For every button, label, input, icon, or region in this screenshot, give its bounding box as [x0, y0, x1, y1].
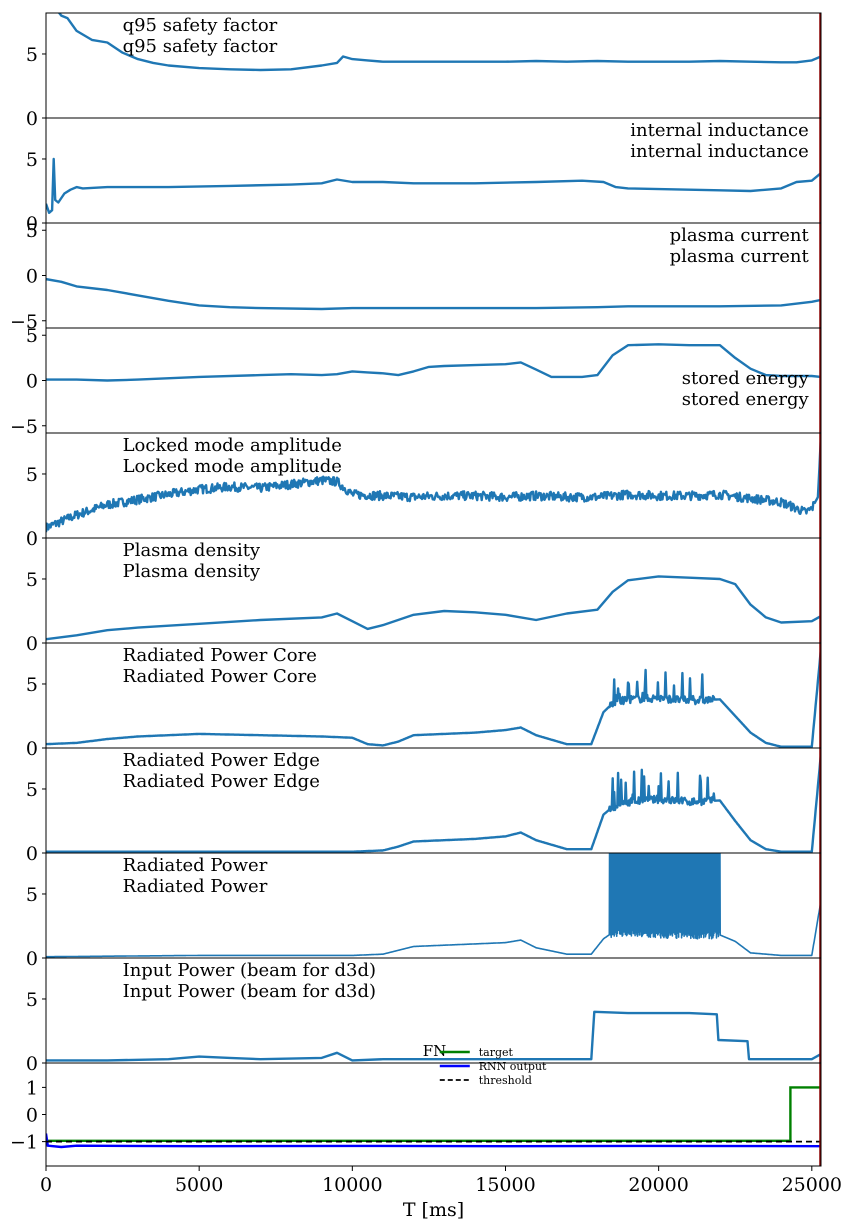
y-tick-label: 0: [26, 633, 38, 655]
y-tick-label: 0: [26, 1105, 38, 1127]
series-line: [46, 752, 821, 853]
panel-label: Radiated Power Edge: [123, 771, 320, 792]
y-tick-label: 5: [26, 779, 38, 801]
series-line: [46, 277, 821, 311]
series-line: [57, 13, 821, 72]
x-tick-label: 15000: [475, 1174, 535, 1196]
y-tick-label: 5: [26, 44, 38, 66]
panel-label: internal inductance: [630, 120, 808, 141]
y-tick-label: 0: [26, 213, 38, 235]
panel-10: 0 5 Input Power (beam for d3d)Input Power …: [26, 957, 822, 1075]
y-tick-label: 1: [26, 1077, 38, 1099]
series-rnn-output: [46, 1133, 821, 1149]
panel-label: Radiated Power: [123, 855, 268, 876]
series-target: [46, 1086, 821, 1142]
series-line: [46, 853, 821, 958]
y-tick-label: 5: [26, 149, 38, 171]
legend-entry: target: [479, 1046, 514, 1059]
panel-label: Plasma density: [123, 540, 261, 561]
series-line: [46, 647, 821, 748]
y-tick-label: 0: [26, 843, 38, 865]
legend-entry: threshold: [479, 1074, 532, 1087]
y-tick-label: −5: [10, 416, 38, 438]
series-line: [46, 343, 821, 382]
panel-label: Input Power (beam for d3d): [123, 981, 376, 1002]
y-tick-label: 5: [26, 989, 38, 1011]
y-tick-label: 0: [26, 1053, 38, 1075]
x-axis: 0 5000 10000 15000 20000 25000 T [ms]: [40, 1166, 842, 1221]
panel-label: q95 safety factor: [123, 36, 278, 57]
panel-label: Radiated Power Core: [123, 666, 317, 687]
x-tick-label: 5000: [175, 1174, 223, 1196]
panel-label: Plasma density: [123, 561, 261, 582]
x-axis-label: T [ms]: [403, 1199, 464, 1221]
panel-label: Input Power (beam for d3d): [123, 960, 376, 981]
x-tick-label: 20000: [628, 1174, 688, 1196]
series-line: [46, 435, 821, 533]
y-tick-label: 0: [26, 738, 38, 760]
y-tick-label: 5: [26, 464, 38, 486]
panel-label: Locked mode amplitude: [123, 456, 342, 477]
panel-label: stored energy: [682, 389, 810, 410]
y-tick-label: 5: [26, 325, 38, 347]
panel-label: Radiated Power Edge: [123, 750, 320, 771]
panel-label: plasma current: [670, 246, 810, 267]
y-tick-label: 0: [26, 948, 38, 970]
y-tick-label: −5: [10, 311, 38, 333]
panel-label: Radiated Power: [123, 876, 268, 897]
legend-entry: RNN output: [479, 1060, 547, 1073]
panel-label: internal inductance: [630, 141, 808, 162]
y-tick-label: 0: [26, 371, 38, 393]
y-tick-label: 5: [26, 220, 38, 242]
panel-frame: [45, 1062, 822, 1167]
series-line: [46, 575, 821, 641]
y-tick-label: 5: [26, 569, 38, 591]
y-tick-label: −1: [10, 1132, 38, 1154]
x-tick-label: 10000: [322, 1174, 382, 1196]
y-tick-label: 0: [26, 266, 38, 288]
series-line: [46, 1010, 821, 1062]
panel-label: stored energy: [682, 368, 810, 389]
panel-label: Radiated Power Core: [123, 645, 317, 666]
panel-label: Locked mode amplitude: [123, 435, 342, 456]
y-tick-label: 5: [26, 884, 38, 906]
series-line: [46, 157, 821, 214]
y-tick-label: 0: [26, 108, 38, 130]
legend-title: FN: [423, 1042, 447, 1060]
y-tick-label: 5: [26, 674, 38, 696]
x-tick-label: 0: [40, 1174, 52, 1196]
panel-label: plasma current: [670, 225, 810, 246]
x-tick-label: 25000: [782, 1174, 842, 1196]
y-tick-label: 0: [26, 528, 38, 550]
panel-label: q95 safety factor: [123, 15, 278, 36]
